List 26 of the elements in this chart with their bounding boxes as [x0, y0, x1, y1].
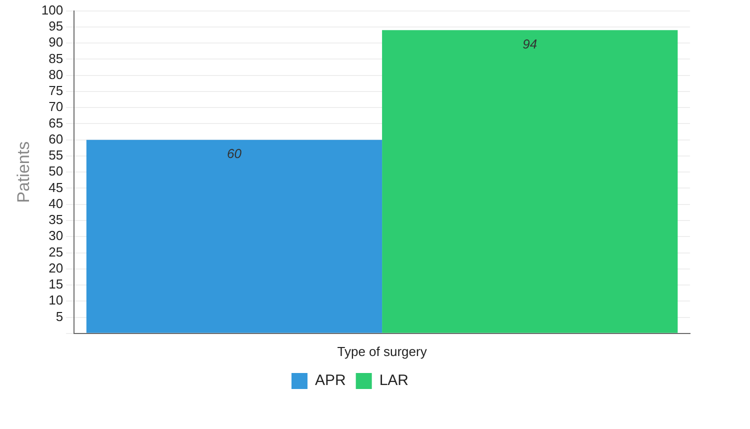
y-tick-label: 30 — [48, 228, 64, 244]
y-axis-title: Patients — [14, 141, 33, 203]
legend-label: LAR — [379, 372, 409, 390]
data-label: 94 — [522, 36, 538, 52]
y-tick-label: 75 — [48, 83, 64, 98]
legend-label: APR — [314, 372, 346, 390]
y-tick-label: 85 — [48, 50, 64, 66]
y-tick-label: 20 — [48, 260, 64, 276]
y-tick-label: 40 — [48, 196, 64, 211]
data-label: 60 — [226, 146, 242, 161]
y-tick-label: 5 — [56, 308, 64, 324]
y-tick-label: 70 — [48, 99, 64, 114]
y-tick-label: 55 — [48, 148, 64, 163]
x-tick-label: Type of surgery — [337, 344, 428, 359]
y-tick-label: 10 — [48, 292, 64, 308]
y-tick-label: 80 — [48, 66, 64, 82]
y-tick-label: 60 — [48, 131, 64, 146]
y-tick-label: 25 — [48, 244, 64, 260]
y-tick-label: 15 — [48, 276, 64, 292]
y-tick-label: 65 — [48, 115, 64, 130]
y-tick-label: 95 — [48, 18, 64, 34]
y-tick-label: 50 — [48, 164, 64, 179]
y-tick-label: 90 — [48, 34, 64, 50]
y-tick-label: 35 — [48, 212, 64, 228]
y-tick-label: 45 — [48, 180, 64, 195]
y-tick-label: 100 — [41, 2, 64, 18]
